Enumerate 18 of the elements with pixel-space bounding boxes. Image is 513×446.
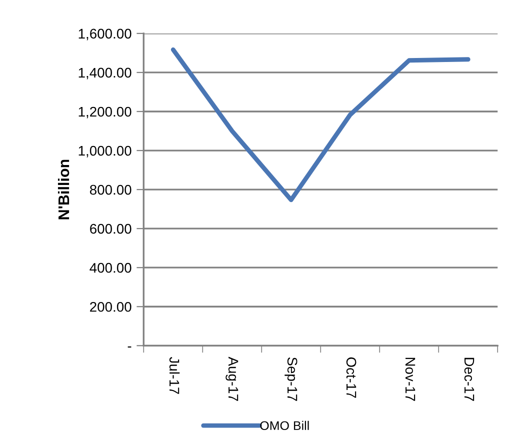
x-tick-label: Jul-17 <box>169 356 180 394</box>
y-tick-label: 1,000.00 <box>78 146 132 158</box>
y-tick-label: 1,400.00 <box>78 68 132 80</box>
line-series <box>170 47 470 202</box>
x-tick-label: Sep-17 <box>284 357 298 401</box>
y-tick-label: 1,600.00 <box>78 28 132 40</box>
y-tick-label: 800.00 <box>90 184 132 195</box>
x-tick-label: Oct-17 <box>346 357 356 398</box>
y-tick-label: 400.00 <box>90 262 132 273</box>
legend-label: OMO Bill <box>260 420 309 430</box>
y-tick-label: 600.00 <box>90 224 132 234</box>
x-tick-label: Dec-17 <box>464 358 474 401</box>
x-tick-label: Aug-17 <box>226 356 238 401</box>
y-axis-title: N'Billion <box>58 160 70 220</box>
y-tick-label: 1,200.00 <box>78 106 132 118</box>
x-tick-label: Nov-17 <box>405 358 416 401</box>
y-tick-label: 200.00 <box>90 302 132 312</box>
y-tick-label: - <box>128 346 132 348</box>
